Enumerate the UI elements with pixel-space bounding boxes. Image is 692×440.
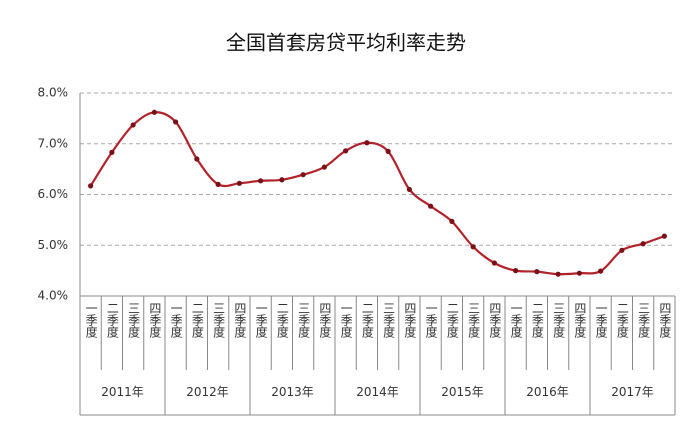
point <box>109 149 115 155</box>
x-tick-label: 二季度 <box>530 302 544 338</box>
y-tick-label: 6.0% <box>38 187 69 201</box>
line <box>89 111 665 276</box>
point <box>428 203 434 209</box>
x-tick-label: 一季度 <box>424 302 438 338</box>
x-tick-label: 二季度 <box>190 302 204 338</box>
point <box>576 270 582 276</box>
x-tick-label: 一季度 <box>509 302 523 338</box>
point <box>258 178 264 184</box>
x-tick-label: 四季度 <box>233 302 247 338</box>
year-label: 2017年 <box>611 385 654 399</box>
x-tick-label: 四季度 <box>318 302 332 338</box>
point <box>555 271 561 277</box>
point <box>470 244 476 250</box>
x-tick-label: 三季度 <box>127 302 141 338</box>
point <box>279 177 285 183</box>
x-tick-label: 一季度 <box>254 302 268 338</box>
point <box>513 268 519 274</box>
point <box>661 233 667 239</box>
year-label: 2011年 <box>101 385 144 399</box>
point <box>343 148 349 154</box>
point <box>598 268 604 274</box>
x-tick-label: 二季度 <box>360 302 374 338</box>
x-tick-label: 三季度 <box>467 302 481 338</box>
x-tick-label: 三季度 <box>382 302 396 338</box>
x-tick-label: 二季度 <box>445 302 459 338</box>
chart-title: 全国首套房贷平均利率走势 <box>226 31 466 55</box>
point <box>385 148 391 154</box>
x-tick-label: 四季度 <box>488 302 502 338</box>
point <box>364 140 370 146</box>
point <box>491 260 497 266</box>
x-tick-label: 三季度 <box>297 302 311 338</box>
x-tick-label: 一季度 <box>339 302 353 338</box>
x-tick-label: 一季度 <box>84 302 98 338</box>
point <box>406 186 412 193</box>
point <box>215 181 221 187</box>
point <box>321 164 327 170</box>
x-tick-label: 三季度 <box>212 302 226 338</box>
year-label: 2016年 <box>526 385 569 399</box>
x-tick-label: 四季度 <box>573 302 587 338</box>
point <box>194 156 200 162</box>
point <box>640 241 646 247</box>
point <box>449 218 455 224</box>
x-tick-label: 一季度 <box>594 302 608 338</box>
year-label: 2013年 <box>271 385 314 399</box>
year-label: 2015年 <box>441 385 484 399</box>
x-tick-label: 二季度 <box>615 302 629 338</box>
y-tick-label: 5.0% <box>38 238 69 252</box>
point <box>173 119 179 125</box>
point <box>151 109 157 115</box>
x-tick-label: 二季度 <box>105 302 119 338</box>
x-tick-label: 一季度 <box>169 302 183 338</box>
year-label: 2012年 <box>186 385 229 399</box>
point <box>88 183 94 189</box>
point <box>619 247 625 253</box>
point <box>130 122 136 128</box>
x-tick-label: 三季度 <box>552 302 566 338</box>
y-tick-label: 8.0% <box>38 86 69 100</box>
point <box>534 269 540 275</box>
x-tick-label: 二季度 <box>275 302 289 338</box>
x-tick-label: 四季度 <box>148 302 162 338</box>
x-tick-label: 四季度 <box>658 302 672 338</box>
y-tick-label: 4.0% <box>38 289 69 303</box>
year-label: 2014年 <box>356 385 399 399</box>
y-tick-label: 7.0% <box>38 136 69 150</box>
point <box>236 180 242 186</box>
x-tick-label: 四季度 <box>403 302 417 338</box>
point <box>300 172 306 178</box>
x-tick-label: 三季度 <box>637 302 651 338</box>
